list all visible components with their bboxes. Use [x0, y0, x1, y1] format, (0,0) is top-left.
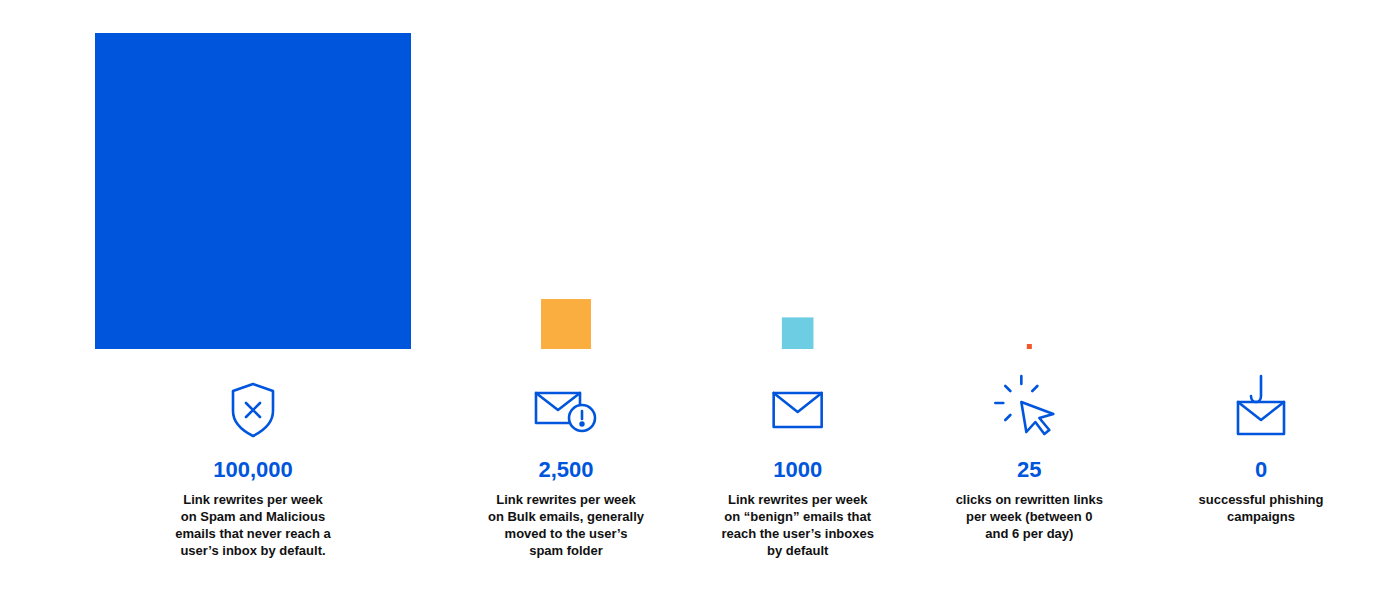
icon-part [1238, 402, 1284, 420]
value-label: 100,000 [213, 457, 293, 482]
category-label-line: per week (between 0 [966, 509, 1092, 524]
category-label-line: moved to the user’s [505, 526, 628, 541]
icon-part [1238, 402, 1284, 434]
icon-part [581, 423, 584, 426]
category-label-line: spam folder [529, 543, 603, 558]
category-label-line: on “benign” emails that [724, 509, 871, 524]
icon-part [774, 393, 822, 427]
icon [774, 393, 822, 427]
icon-part [233, 384, 273, 436]
icon-part [774, 393, 822, 412]
category-label-line: clicks on rewritten links [956, 492, 1103, 507]
icon-part [1021, 402, 1053, 434]
icon [233, 384, 273, 436]
value-square [541, 299, 591, 349]
category-label-line: by default [767, 543, 829, 558]
category-label-line: on Spam and Malicious [181, 509, 325, 524]
value-label: 25 [1017, 457, 1041, 482]
icon-part [995, 376, 1037, 420]
category-label-line: reach the user’s inboxes [721, 526, 873, 541]
icon [1238, 376, 1284, 434]
category-label-line: campaigns [1227, 509, 1295, 524]
category-label-line: emails that never reach a [175, 526, 331, 541]
icon-part [581, 411, 584, 419]
category-label: clicks on rewritten links per week (betwe… [956, 492, 1103, 541]
icons [233, 376, 1284, 436]
category-label: Link rewrites per week on “benign” emails… [721, 492, 873, 558]
category-label-line: user’s inbox by default. [180, 543, 325, 558]
category-label-line: Link rewrites per week [183, 492, 323, 507]
marks [95, 33, 1032, 349]
value-square [782, 317, 814, 349]
chart: 100,000 2,500 1000 25 0 Link rewrites per wee… [0, 0, 1388, 610]
value-labels: 100,000 2,500 1000 25 0 [213, 457, 1267, 482]
category-label-line: Link rewrites per week [728, 492, 868, 507]
icon [536, 393, 595, 431]
icon-part [569, 405, 595, 431]
category-label-line: and 6 per day) [985, 526, 1073, 541]
icon [995, 376, 1053, 434]
category-label: Link rewrites per week on Bulk emails, ge… [488, 492, 645, 558]
category-labels: Link rewrites per week on Spam and Malici… [175, 492, 1323, 558]
category-label: successful phishing campaigns [1199, 492, 1324, 524]
category-label-line: on Bulk emails, generally [488, 509, 645, 524]
value-square [1027, 344, 1032, 349]
category-label-line: Link rewrites per week [496, 492, 636, 507]
icon-part [246, 403, 260, 417]
value-label: 0 [1255, 457, 1267, 482]
category-label-line: successful phishing [1199, 492, 1324, 507]
icon-part [1251, 376, 1261, 402]
category-label: Link rewrites per week on Spam and Malici… [175, 492, 331, 558]
value-label: 2,500 [538, 457, 593, 482]
value-label: 1000 [773, 457, 822, 482]
value-square [95, 33, 411, 349]
